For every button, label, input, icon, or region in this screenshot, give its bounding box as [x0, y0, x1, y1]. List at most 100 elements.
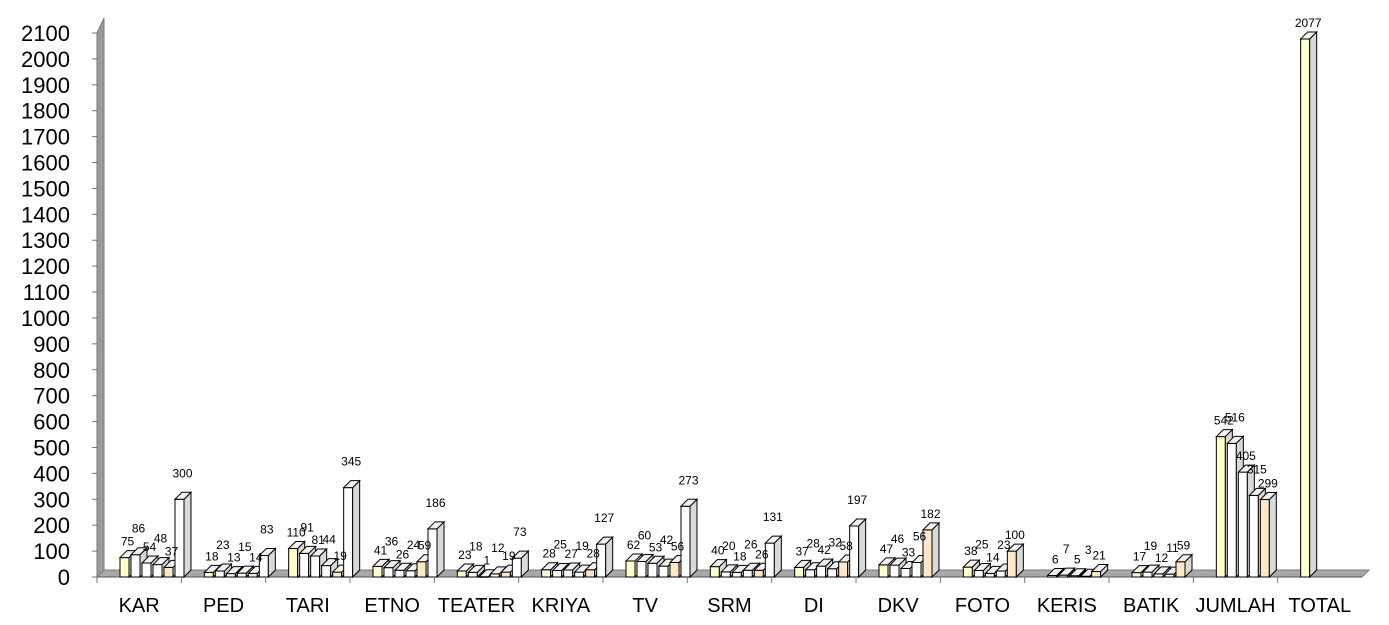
bar-top	[511, 550, 530, 559]
bar-front	[310, 555, 321, 578]
data-label: 18	[469, 539, 483, 553]
data-label: 75	[121, 535, 135, 549]
bar-front	[962, 566, 973, 578]
bar-top	[467, 564, 486, 573]
data-label: 56	[671, 539, 685, 553]
data-label: 54	[143, 540, 157, 554]
bar-top	[1259, 492, 1278, 501]
bar-front	[1300, 38, 1311, 578]
bar-top	[793, 559, 812, 568]
bar-top	[973, 563, 992, 572]
data-label: 26	[755, 547, 769, 561]
bar	[1006, 542, 1025, 579]
data-label: 86	[132, 522, 146, 536]
bar-side	[1309, 30, 1318, 579]
data-label: 21	[1092, 549, 1106, 563]
bar-front	[911, 561, 922, 578]
y-tick-label: 1400	[21, 202, 70, 227]
bar-front	[995, 570, 1006, 578]
bar-side	[1268, 491, 1277, 579]
bar-front	[152, 564, 163, 578]
bar-front	[214, 570, 225, 578]
bar-top	[709, 559, 728, 568]
data-label: 182	[920, 507, 940, 521]
y-tick-label: 1900	[21, 73, 70, 98]
data-label: 19	[575, 539, 589, 553]
data-label: 14	[986, 550, 1000, 564]
bar-front	[1215, 436, 1226, 578]
bar-front	[889, 564, 900, 578]
bar-front	[827, 568, 838, 578]
y-tick-label: 1200	[21, 254, 70, 279]
bar-front	[500, 571, 511, 578]
data-label: 23	[997, 538, 1011, 552]
data-label: 23	[458, 548, 472, 562]
data-label: 38	[964, 544, 978, 558]
data-label: 91	[300, 520, 314, 534]
bar-top	[1226, 435, 1245, 444]
bar-top	[888, 557, 908, 566]
data-label: 27	[564, 547, 578, 561]
bar-top	[456, 563, 475, 572]
bar-top	[742, 562, 761, 571]
data-label: 32	[828, 536, 842, 550]
data-label: 83	[260, 522, 274, 536]
bar-front	[467, 571, 478, 578]
bar-top	[635, 553, 655, 562]
side-wall	[96, 17, 105, 579]
data-label: 33	[902, 545, 916, 559]
x-tick-label: JUMLAH	[1195, 595, 1275, 617]
y-tick-label: 0	[58, 565, 70, 590]
bars-layer	[118, 30, 1318, 579]
bar	[1090, 563, 1109, 579]
y-tick-label: 300	[33, 487, 70, 512]
bar-front	[299, 552, 310, 578]
bar-top	[151, 557, 171, 566]
y-tick-label: 100	[33, 539, 70, 564]
bar	[595, 535, 614, 579]
bar-front	[731, 571, 742, 578]
bar-front	[669, 561, 680, 578]
data-label: 42	[817, 543, 831, 557]
bar	[973, 562, 992, 579]
bar-front	[203, 571, 214, 578]
bar	[173, 491, 193, 579]
y-tick-label: 200	[33, 513, 70, 538]
x-tick-label: KAR	[119, 595, 160, 617]
data-label: 48	[154, 532, 168, 546]
bar-front	[563, 569, 574, 578]
bar-top	[1046, 567, 1065, 576]
bar	[1259, 491, 1278, 579]
bar-top	[720, 564, 739, 573]
x-tick-label: KERIS	[1037, 595, 1097, 617]
bar-top	[848, 518, 867, 527]
bar-front	[1248, 494, 1259, 578]
data-label: 186	[425, 496, 445, 510]
bar-top	[371, 558, 391, 567]
data-label: 40	[711, 544, 725, 558]
bar-front	[574, 571, 585, 578]
data-label: 3	[1085, 543, 1092, 557]
bar-front	[625, 560, 636, 578]
data-label: 41	[374, 543, 388, 557]
bar-front	[119, 557, 130, 578]
y-tick-label: 1100	[23, 280, 70, 305]
bar-front	[405, 570, 416, 578]
data-label: 19	[1144, 539, 1158, 553]
bar-top	[258, 547, 277, 556]
bar-top	[646, 555, 666, 564]
bar-top	[815, 558, 834, 567]
bar-front	[394, 569, 405, 578]
bar-top	[129, 547, 149, 556]
bar-top	[1006, 543, 1025, 552]
data-label: 36	[385, 535, 399, 549]
y-tick-label: 400	[33, 461, 70, 486]
bar	[848, 517, 867, 579]
y-tick-label: 2100	[21, 21, 70, 46]
data-label: 12	[1155, 551, 1169, 565]
bar	[562, 561, 581, 579]
bar-top	[173, 491, 193, 500]
bar-top	[1174, 554, 1194, 563]
